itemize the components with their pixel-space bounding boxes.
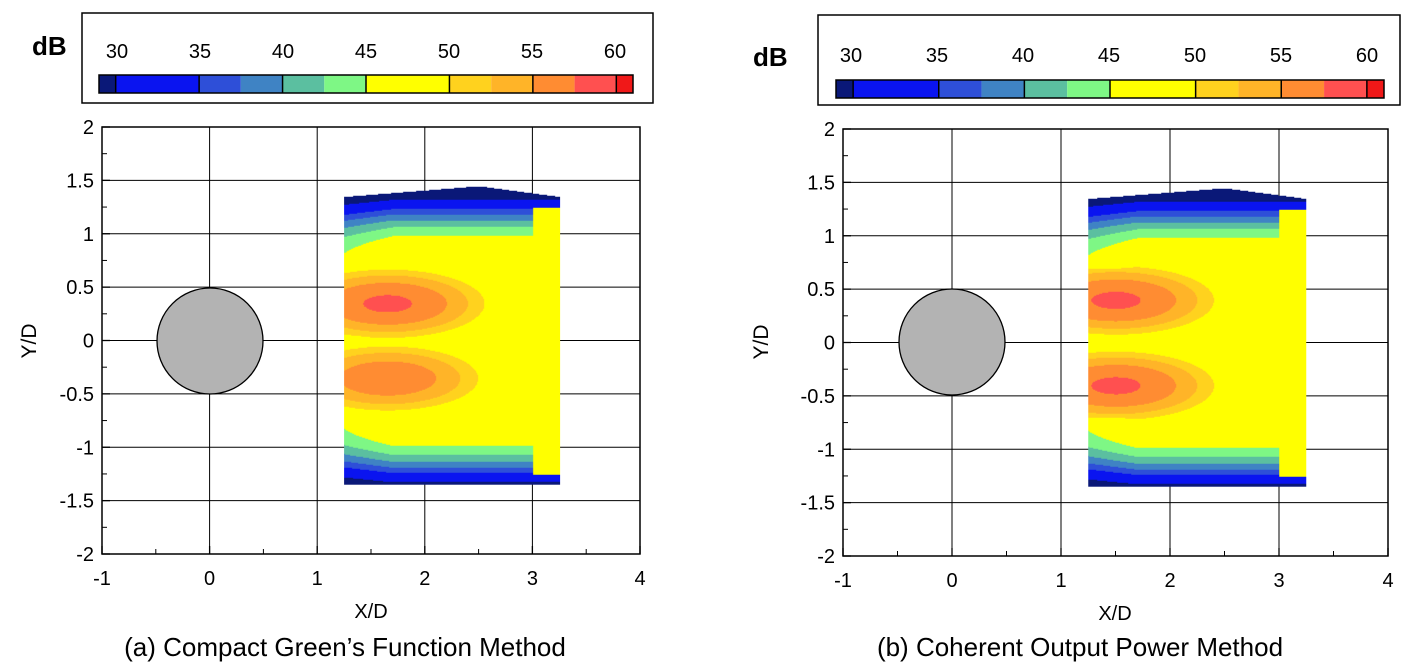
x-tick-label: 0: [946, 570, 957, 592]
panel-caption: (b) Coherent Output Power Method: [877, 632, 1283, 662]
y-tick-label: 1.5: [66, 170, 94, 192]
colorbar-band-9: [1281, 80, 1325, 98]
y-tick-label: 2: [83, 117, 94, 139]
colorbar-band-6: [366, 75, 450, 93]
colorbar-band-1: [115, 75, 200, 93]
colorbar-band-10: [574, 75, 617, 93]
y-tick-label: -0.5: [60, 384, 94, 406]
colorbar-tick-50: 50: [1184, 45, 1206, 67]
x-tick-label: 0: [204, 568, 215, 590]
y-axis-label: Y/D: [750, 324, 773, 359]
y-tick-label: 1: [83, 224, 94, 246]
colorbar-band-5: [1067, 80, 1110, 98]
colorbar-band-7: [449, 75, 492, 93]
x-tick-label: 2: [419, 568, 430, 590]
colorbar-tick-40: 40: [272, 41, 294, 63]
panel-a: dB 30 35 40 45 50 55 60 -1 0 1 2 3 4 2 1.5 1 0.5 0…: [18, 12, 654, 662]
colorbar-band-0: [836, 80, 854, 98]
colorbar-scale: [835, 79, 1385, 99]
y-tick-label: 0: [83, 331, 94, 353]
x-tick-label: -1: [93, 568, 111, 590]
y-tick-label: -2: [817, 546, 835, 568]
colorbar-band-9: [532, 75, 575, 93]
colorbar-unit-label: dB: [32, 31, 67, 61]
axis-ticks: -1 0 1 2 3 4 2 1.5 1 0.5 0 -0.5 -1 -1.5 -2: [60, 117, 646, 590]
colorbar-band-8: [1238, 80, 1282, 98]
y-tick-label: -1: [817, 439, 835, 461]
y-tick-label: -0.5: [801, 386, 835, 408]
colorbar-band-6: [1110, 80, 1196, 98]
y-axis-label: Y/D: [18, 323, 41, 358]
y-tick-label: 1: [824, 226, 835, 248]
colorbar-band-8: [491, 75, 533, 93]
colorbar-tick-35: 35: [189, 41, 211, 63]
colorbar-tick-50: 50: [438, 41, 460, 63]
x-tick-label: 3: [527, 568, 538, 590]
x-tick-label: 4: [1382, 570, 1393, 592]
colorbar-band-7: [1195, 80, 1239, 98]
colorbar-tick-60: 60: [1356, 45, 1378, 67]
colorbar-band-11: [616, 75, 633, 93]
colorbar-tick-55: 55: [521, 41, 543, 63]
colorbar-band-4: [1024, 80, 1068, 98]
x-tick-label: 3: [1273, 570, 1284, 592]
colorbar-band-11: [1366, 80, 1384, 98]
x-axis-label: X/D: [354, 601, 387, 623]
colorbar-band-0: [99, 75, 116, 93]
colorbar-band-2: [199, 75, 241, 93]
colorbar-unit-label: dB: [753, 42, 788, 72]
y-tick-label: 0: [824, 333, 835, 355]
colorbar-band-2: [938, 80, 982, 98]
y-tick-label: -1.5: [801, 493, 835, 515]
colorbar-band-1: [853, 80, 939, 98]
y-tick-label: -2: [76, 544, 94, 566]
colorbar-scale: [98, 74, 634, 94]
y-tick-label: 0.5: [807, 279, 835, 301]
x-tick-label: -1: [834, 570, 852, 592]
x-tick-label: 1: [312, 568, 323, 590]
cylinder-body: [898, 288, 1006, 396]
colorbar-tick-55: 55: [1270, 45, 1292, 67]
panel-b: dB 30 35 40 45 50 55 60 -1 0 1 2 3 4 2 1.5 1 0.5 0…: [750, 14, 1401, 662]
sound-field-contour: [1088, 187, 1307, 487]
y-tick-label: 0.5: [66, 277, 94, 299]
colorbar-tick-35: 35: [926, 45, 948, 67]
colorbar-band-10: [1324, 80, 1367, 98]
x-tick-label: 2: [1164, 570, 1175, 592]
colorbar-band-5: [324, 75, 366, 93]
panel-caption: (a) Compact Green’s Function Method: [124, 632, 566, 662]
colorbar-band-3: [981, 80, 1025, 98]
colorbar-tick-60: 60: [604, 41, 626, 63]
sound-field-contour: [344, 185, 561, 485]
axis-ticks: -1 0 1 2 3 4 2 1.5 1 0.5 0 -0.5 -1 -1.5 -2: [801, 119, 1394, 592]
colorbar-outline: [835, 79, 1385, 99]
x-tick-label: 1: [1055, 570, 1066, 592]
colorbar-tick-40: 40: [1012, 45, 1034, 67]
y-tick-label: -1: [76, 437, 94, 459]
contour-image: [344, 185, 561, 485]
cylinder-body: [156, 287, 264, 395]
y-tick-label: 2: [824, 119, 835, 141]
contour-image: [1088, 187, 1307, 487]
colorbar-band-4: [282, 75, 325, 93]
y-tick-label: 1.5: [807, 172, 835, 194]
colorbar-tick-45: 45: [355, 41, 377, 63]
x-axis-label: X/D: [1098, 603, 1131, 625]
colorbar-tick-45: 45: [1098, 45, 1120, 67]
colorbar-band-3: [240, 75, 283, 93]
y-tick-label: -1.5: [60, 491, 94, 513]
x-tick-label: 4: [634, 568, 645, 590]
colorbar-outline: [98, 74, 634, 94]
colorbar-tick-30: 30: [106, 41, 128, 63]
colorbar-tick-30: 30: [840, 45, 862, 67]
